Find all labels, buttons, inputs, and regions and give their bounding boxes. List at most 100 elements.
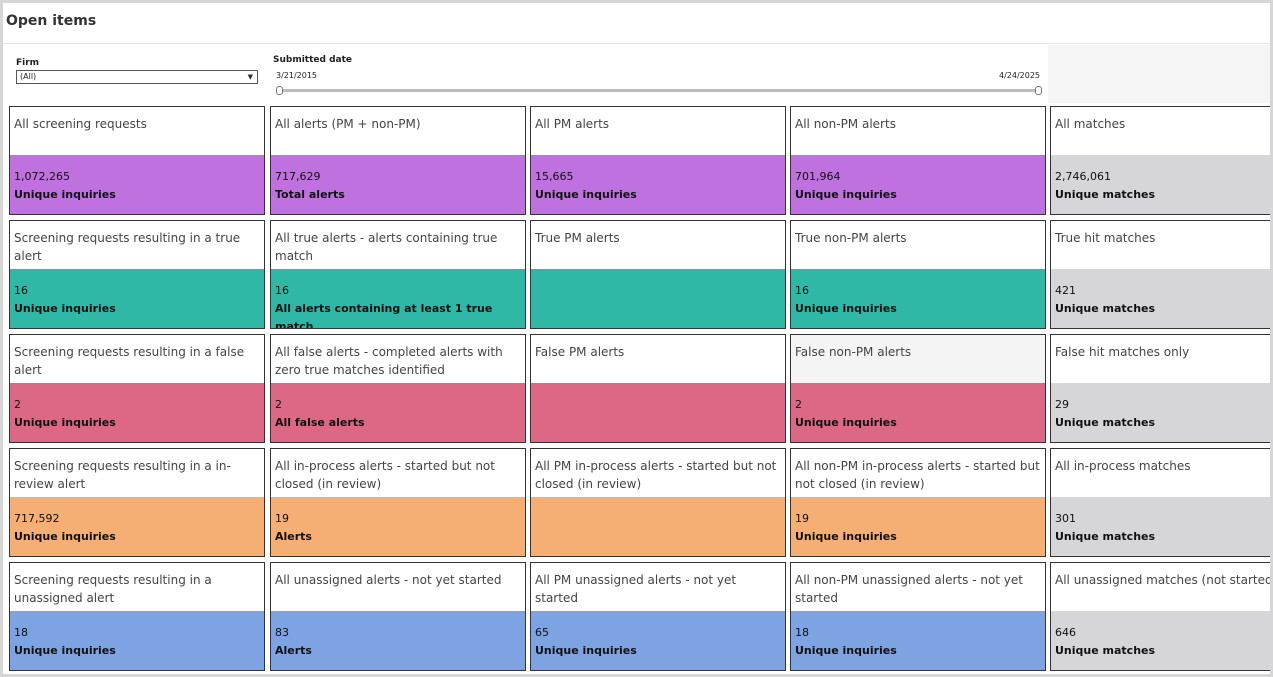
firm-dropdown[interactable]: (All) ▼ bbox=[16, 70, 258, 84]
kpi-card-body: 15,665 Unique inquiries bbox=[531, 155, 785, 214]
kpi-card[interactable]: True hit matches 421 Unique matches bbox=[1050, 220, 1270, 329]
kpi-card-value: 16 bbox=[275, 284, 289, 297]
kpi-card-title: Screening requests resulting in a in-rev… bbox=[10, 449, 264, 497]
filter-panel-blank-area bbox=[1048, 45, 1270, 103]
kpi-card-title: All false alerts - completed alerts with… bbox=[271, 335, 525, 383]
date-range-end-handle[interactable] bbox=[1035, 86, 1042, 95]
kpi-card-value: 1,072,265 bbox=[14, 170, 70, 183]
kpi-card[interactable]: True PM alerts bbox=[530, 220, 786, 329]
kpi-card-value: 19 bbox=[275, 512, 289, 525]
kpi-card[interactable]: All unassigned alerts - not yet started … bbox=[270, 562, 526, 671]
kpi-card-body bbox=[531, 383, 785, 442]
kpi-card-body: 83 Alerts bbox=[271, 611, 525, 670]
kpi-card[interactable]: All PM alerts 15,665 Unique inquiries bbox=[530, 106, 786, 215]
kpi-card-body: 16 Unique inquiries bbox=[10, 269, 264, 328]
kpi-card-title: False non-PM alerts bbox=[791, 335, 1045, 383]
kpi-card-body: 2 Unique inquiries bbox=[10, 383, 264, 442]
kpi-card-body bbox=[531, 269, 785, 328]
kpi-card-subtitle: Alerts bbox=[275, 644, 312, 657]
kpi-card-subtitle: Unique inquiries bbox=[14, 644, 116, 657]
firm-filter-label: Firm bbox=[16, 58, 40, 68]
kpi-card-title: All true alerts - alerts containing true… bbox=[271, 221, 525, 269]
kpi-card[interactable]: False hit matches only 29 Unique matches bbox=[1050, 334, 1270, 443]
kpi-card-title: All PM unassigned alerts - not yet start… bbox=[531, 563, 785, 611]
kpi-card-value: 2 bbox=[795, 398, 802, 411]
kpi-card-subtitle: Unique inquiries bbox=[795, 644, 897, 657]
kpi-card-value: 2 bbox=[14, 398, 21, 411]
kpi-card-title: All unassigned matches (not started) bbox=[1051, 563, 1270, 611]
kpi-card-body: 65 Unique inquiries bbox=[531, 611, 785, 670]
kpi-card-title: All alerts (PM + non-PM) bbox=[271, 107, 525, 155]
kpi-card-subtitle: Unique matches bbox=[1055, 302, 1156, 315]
kpi-card[interactable]: All alerts (PM + non-PM) 717,629 Total a… bbox=[270, 106, 526, 215]
kpi-card-value: 717,629 bbox=[275, 170, 321, 183]
kpi-card-value: 83 bbox=[275, 626, 289, 639]
kpi-card[interactable]: All false alerts - completed alerts with… bbox=[270, 334, 526, 443]
chevron-down-icon: ▼ bbox=[247, 73, 253, 81]
kpi-card[interactable]: False non-PM alerts 2 Unique inquiries bbox=[790, 334, 1046, 443]
kpi-card[interactable]: Screening requests resulting in a in-rev… bbox=[9, 448, 265, 557]
kpi-card-value: 646 bbox=[1055, 626, 1076, 639]
date-range-slider-track[interactable] bbox=[278, 89, 1040, 92]
date-range-start-handle[interactable] bbox=[276, 86, 283, 95]
kpi-card-subtitle: Unique inquiries bbox=[795, 530, 897, 543]
kpi-card-subtitle: Unique matches bbox=[1055, 188, 1156, 201]
kpi-card[interactable]: All non-PM unassigned alerts - not yet s… bbox=[790, 562, 1046, 671]
kpi-card-body: 717,629 Total alerts bbox=[271, 155, 525, 214]
kpi-card-value: 2 bbox=[275, 398, 282, 411]
kpi-card-body bbox=[531, 497, 785, 556]
kpi-card-title: True PM alerts bbox=[531, 221, 785, 269]
kpi-card-subtitle: Unique inquiries bbox=[14, 530, 116, 543]
kpi-card-subtitle: Unique matches bbox=[1055, 530, 1156, 543]
kpi-card-subtitle: Unique matches bbox=[1055, 416, 1156, 429]
kpi-card[interactable]: All PM unassigned alerts - not yet start… bbox=[530, 562, 786, 671]
kpi-card[interactable]: Screening requests resulting in a true a… bbox=[9, 220, 265, 329]
kpi-card-body: 16 Unique inquiries bbox=[791, 269, 1045, 328]
kpi-card-subtitle: All alerts containing at least 1 true ma… bbox=[275, 302, 493, 329]
kpi-card[interactable]: All non-PM in-process alerts - started b… bbox=[790, 448, 1046, 557]
kpi-card-body: 16 All alerts containing at least 1 true… bbox=[271, 269, 525, 328]
submitted-date-label: Submitted date bbox=[273, 55, 353, 65]
date-range-end: 4/24/2025 bbox=[999, 71, 1041, 80]
kpi-card-body: 2,746,061 Unique matches bbox=[1051, 155, 1270, 214]
filter-panel: Firm (All) ▼ Submitted date 3/21/2015 4/… bbox=[6, 45, 1048, 103]
kpi-card[interactable]: All matches 2,746,061 Unique matches bbox=[1050, 106, 1270, 215]
kpi-card-subtitle: Alerts bbox=[275, 530, 312, 543]
kpi-card-value: 421 bbox=[1055, 284, 1076, 297]
kpi-card-title: Screening requests resulting in a unassi… bbox=[10, 563, 264, 611]
kpi-card-body: 18 Unique inquiries bbox=[10, 611, 264, 670]
kpi-card-title: All non-PM alerts bbox=[791, 107, 1045, 155]
kpi-card-title: All screening requests bbox=[10, 107, 264, 155]
kpi-card-title: Screening requests resulting in a false … bbox=[10, 335, 264, 383]
firm-dropdown-value: (All) bbox=[20, 72, 37, 81]
kpi-card[interactable]: All PM in-process alerts - started but n… bbox=[530, 448, 786, 557]
kpi-card[interactable]: True non-PM alerts 16 Unique inquiries bbox=[790, 220, 1046, 329]
kpi-card-title: All unassigned alerts - not yet started bbox=[271, 563, 525, 611]
kpi-card[interactable]: All true alerts - alerts containing true… bbox=[270, 220, 526, 329]
kpi-card-subtitle: Unique inquiries bbox=[795, 188, 897, 201]
kpi-card-title: All matches bbox=[1051, 107, 1270, 155]
kpi-card[interactable]: All in-process matches 301 Unique matche… bbox=[1050, 448, 1270, 557]
kpi-card-value: 301 bbox=[1055, 512, 1076, 525]
kpi-card-title: All in-process alerts - started but not … bbox=[271, 449, 525, 497]
title-divider bbox=[3, 43, 1270, 44]
kpi-card-subtitle: All false alerts bbox=[275, 416, 365, 429]
kpi-card[interactable]: All in-process alerts - started but not … bbox=[270, 448, 526, 557]
kpi-card-body: 301 Unique matches bbox=[1051, 497, 1270, 556]
kpi-card-body: 29 Unique matches bbox=[1051, 383, 1270, 442]
kpi-card[interactable]: All screening requests 1,072,265 Unique … bbox=[9, 106, 265, 215]
kpi-card[interactable]: Screening requests resulting in a false … bbox=[9, 334, 265, 443]
kpi-card[interactable]: Screening requests resulting in a unassi… bbox=[9, 562, 265, 671]
kpi-card-value: 701,964 bbox=[795, 170, 841, 183]
kpi-card-title: True hit matches bbox=[1051, 221, 1270, 269]
kpi-card-title: All in-process matches bbox=[1051, 449, 1270, 497]
kpi-card-body: 701,964 Unique inquiries bbox=[791, 155, 1045, 214]
kpi-card-title: All non-PM unassigned alerts - not yet s… bbox=[791, 563, 1045, 611]
kpi-card-value: 2,746,061 bbox=[1055, 170, 1111, 183]
kpi-card[interactable]: All unassigned matches (not started) 646… bbox=[1050, 562, 1270, 671]
kpi-card[interactable]: False PM alerts bbox=[530, 334, 786, 443]
kpi-card[interactable]: All non-PM alerts 701,964 Unique inquiri… bbox=[790, 106, 1046, 215]
kpi-card-title: All PM alerts bbox=[531, 107, 785, 155]
kpi-card-body: 2 Unique inquiries bbox=[791, 383, 1045, 442]
